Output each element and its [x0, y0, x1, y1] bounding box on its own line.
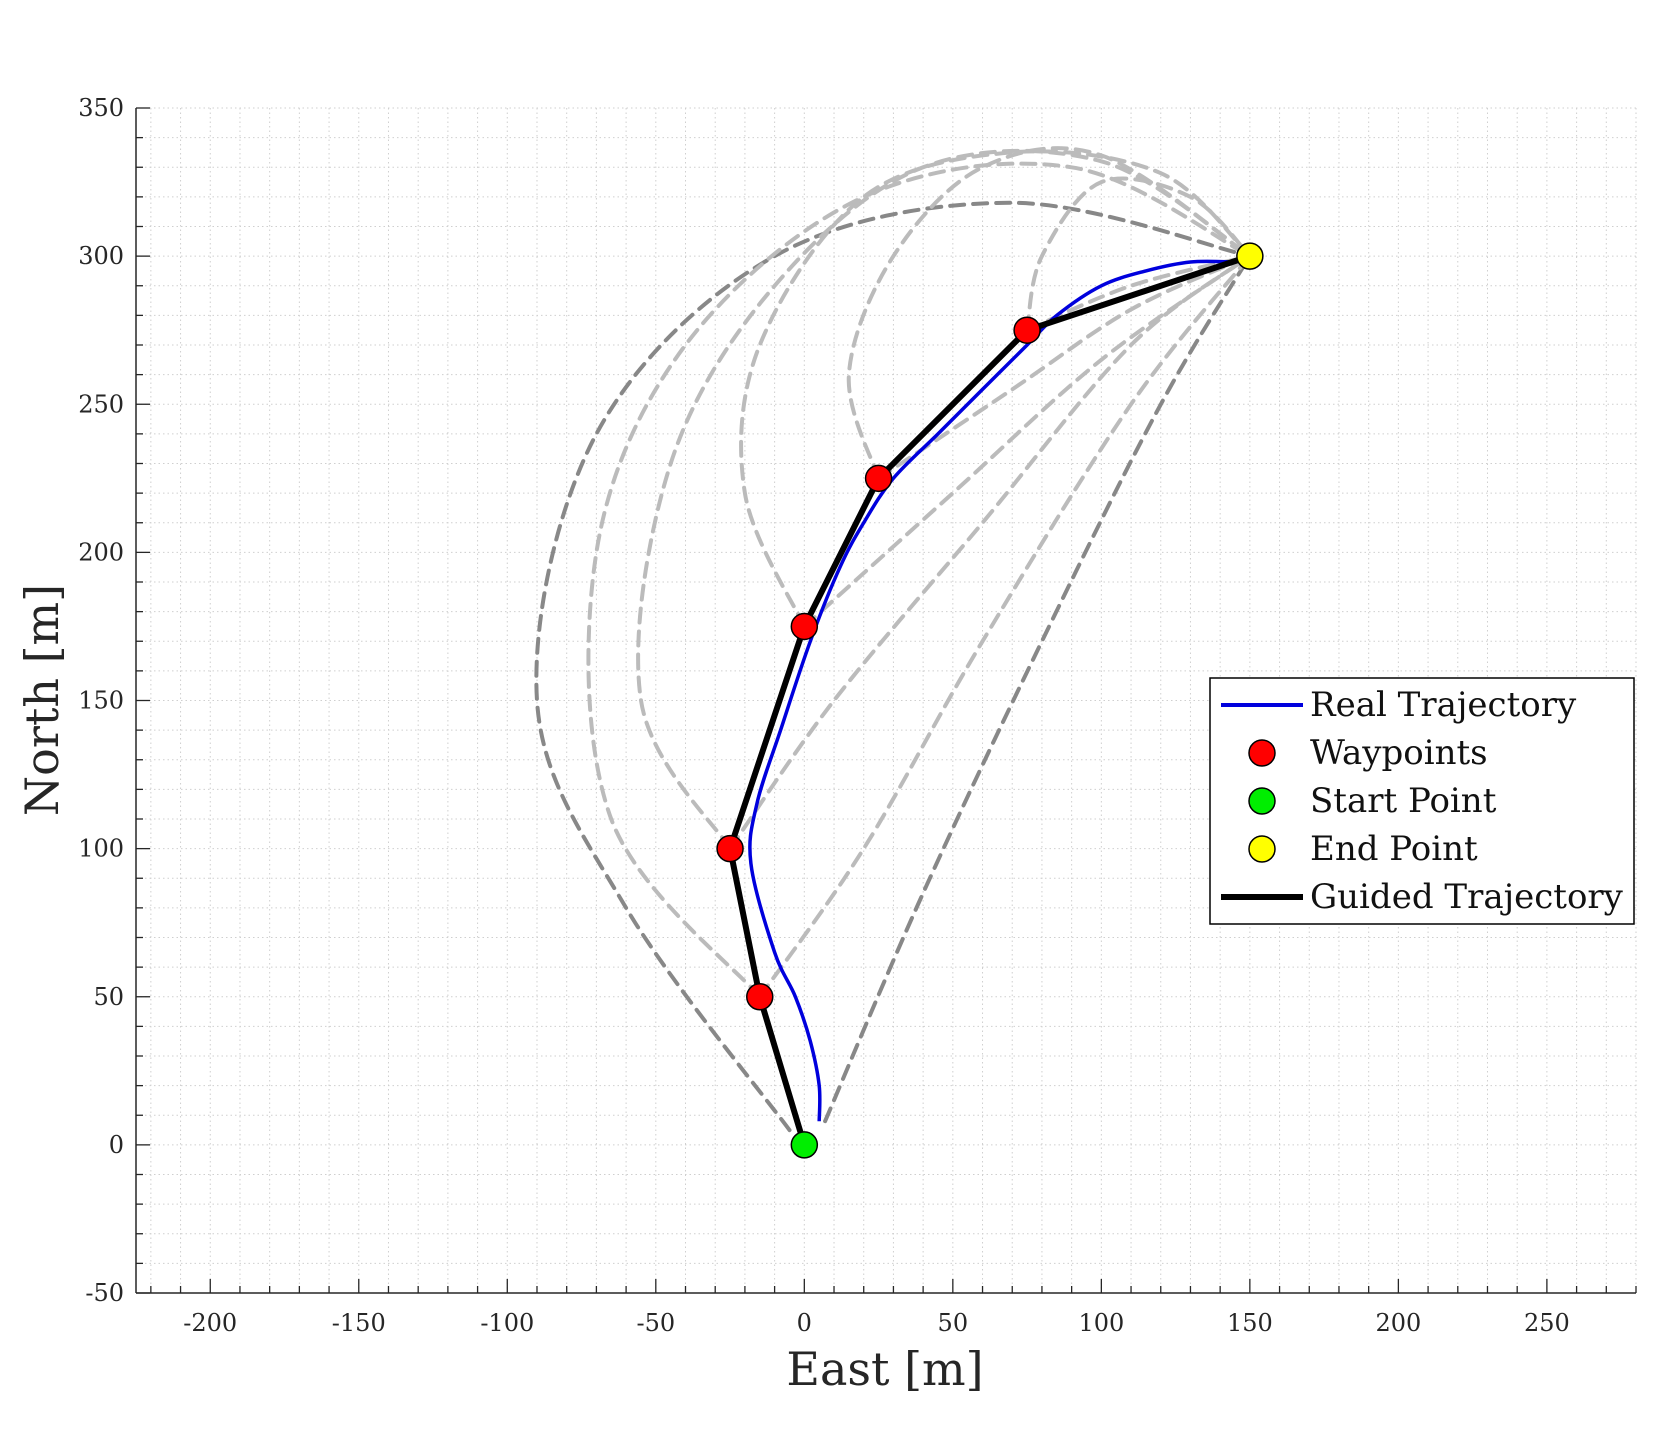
candidate-path: [728, 254, 1252, 851]
candidate-path: [757, 254, 1252, 999]
candidate-path: [636, 148, 1252, 851]
y-tick-label: 50: [93, 983, 124, 1011]
y-tick-label: 150: [78, 687, 124, 715]
y-tick-label: 300: [78, 242, 124, 270]
x-tick-label: 250: [1524, 1309, 1570, 1337]
candidate-path: [739, 149, 1252, 629]
start-point-marker: [790, 1131, 819, 1159]
candidate-path: [586, 161, 1252, 999]
x-tick-label: 0: [797, 1309, 812, 1337]
waypoint-marker: [790, 612, 819, 641]
legend-waypoint-label: Waypoints: [1310, 733, 1488, 773]
x-tick-label: -100: [480, 1309, 534, 1337]
legend-end-marker: [1248, 835, 1276, 863]
marker-group: [716, 242, 1264, 1159]
candidate-path: [802, 254, 1252, 629]
x-tick-label: 50: [938, 1309, 969, 1337]
candidate-path: [846, 146, 1252, 481]
candidate-path: [534, 200, 1252, 1133]
legend-box: [1209, 677, 1635, 925]
waypoint-marker: [746, 983, 774, 1011]
y-tick-label: 200: [78, 538, 124, 566]
x-tick-label: -50: [636, 1309, 675, 1337]
x-tick-label: -150: [332, 1309, 386, 1337]
axes: [135, 107, 1637, 1294]
x-tick-label: -200: [183, 1309, 237, 1337]
y-tick-label: 350: [78, 94, 124, 122]
y-axis-title: North [m]: [15, 584, 69, 816]
legend-start-label: Start Point: [1310, 781, 1497, 821]
end-point-marker: [1236, 242, 1264, 270]
legend-start-marker: [1248, 787, 1276, 815]
y-tick-label: 0: [109, 1131, 124, 1159]
waypoint-marker: [1013, 316, 1041, 344]
x-axis-title: East [m]: [786, 1342, 983, 1396]
candidate-path: [876, 254, 1252, 481]
candidate-path: [823, 254, 1252, 1124]
x-tick-label: 200: [1375, 1309, 1421, 1337]
legend-guided-label: Guided Trajectory: [1310, 877, 1624, 917]
y-tick-label: -50: [85, 1279, 124, 1307]
legend-real-label: Real Trajectory: [1310, 685, 1577, 725]
legend: Real Trajectory Waypoints Start Point En…: [1209, 677, 1635, 925]
y-tick-label: 100: [78, 835, 124, 863]
candidate-path: [1025, 176, 1252, 333]
real-trajectory-line: [748, 259, 1236, 1122]
legend-end-label: End Point: [1310, 829, 1478, 869]
waypoint-marker: [864, 464, 893, 493]
x-tick-label: 100: [1078, 1309, 1124, 1337]
y-tick-label: 250: [78, 390, 124, 418]
x-tick-label: 150: [1227, 1309, 1273, 1337]
tick-labels: -200 -150 -100 -50 0 50 100 150 200 250 -50 0 50 100 1…: [78, 94, 1570, 1337]
legend-waypoint-marker: [1248, 739, 1276, 767]
waypoint-marker: [716, 834, 744, 863]
